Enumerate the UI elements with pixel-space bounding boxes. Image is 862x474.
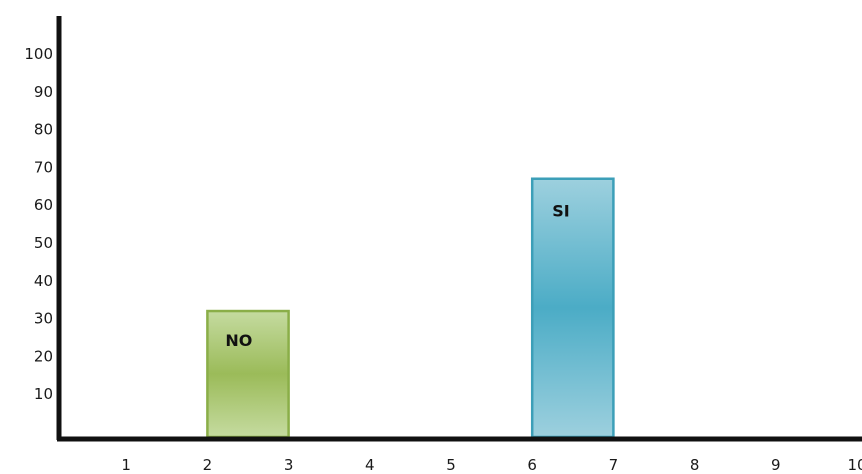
x-tick-label: 3: [284, 456, 294, 474]
y-tick-label: 90: [34, 83, 53, 101]
x-tick-label: 4: [365, 456, 375, 474]
x-tick-label: 2: [203, 456, 213, 474]
y-tick-label: 50: [34, 234, 53, 252]
y-tick-label: 60: [34, 196, 53, 214]
y-tick-label: 100: [24, 45, 53, 63]
bar-data-label: NO: [225, 331, 252, 350]
y-tick-label: 10: [34, 385, 53, 403]
y-tick-label: 40: [34, 272, 53, 290]
x-tick-labels: 1 2 3 4 5 6 7 8 9 10: [121, 456, 862, 474]
y-tick-label: 20: [34, 347, 53, 365]
bar-si: [530, 177, 615, 439]
x-tick-label: 9: [771, 456, 781, 474]
x-tick-label: 1: [121, 456, 131, 474]
bar-no: [206, 309, 290, 439]
y-tick-label: 70: [34, 158, 53, 176]
x-tick-label: 10: [847, 456, 862, 474]
bar-data-label: SI: [552, 202, 569, 221]
x-tick-label: 6: [527, 456, 537, 474]
y-tick-label: 30: [34, 310, 53, 328]
x-tick-label: 5: [446, 456, 456, 474]
y-tick-label: 80: [34, 121, 53, 139]
bars-layer: NO SI: [206, 177, 615, 439]
x-tick-label: 7: [609, 456, 619, 474]
x-tick-label: 8: [690, 456, 700, 474]
y-tick-labels: 10 20 30 40 50 60 70 80 90 100: [24, 45, 53, 403]
